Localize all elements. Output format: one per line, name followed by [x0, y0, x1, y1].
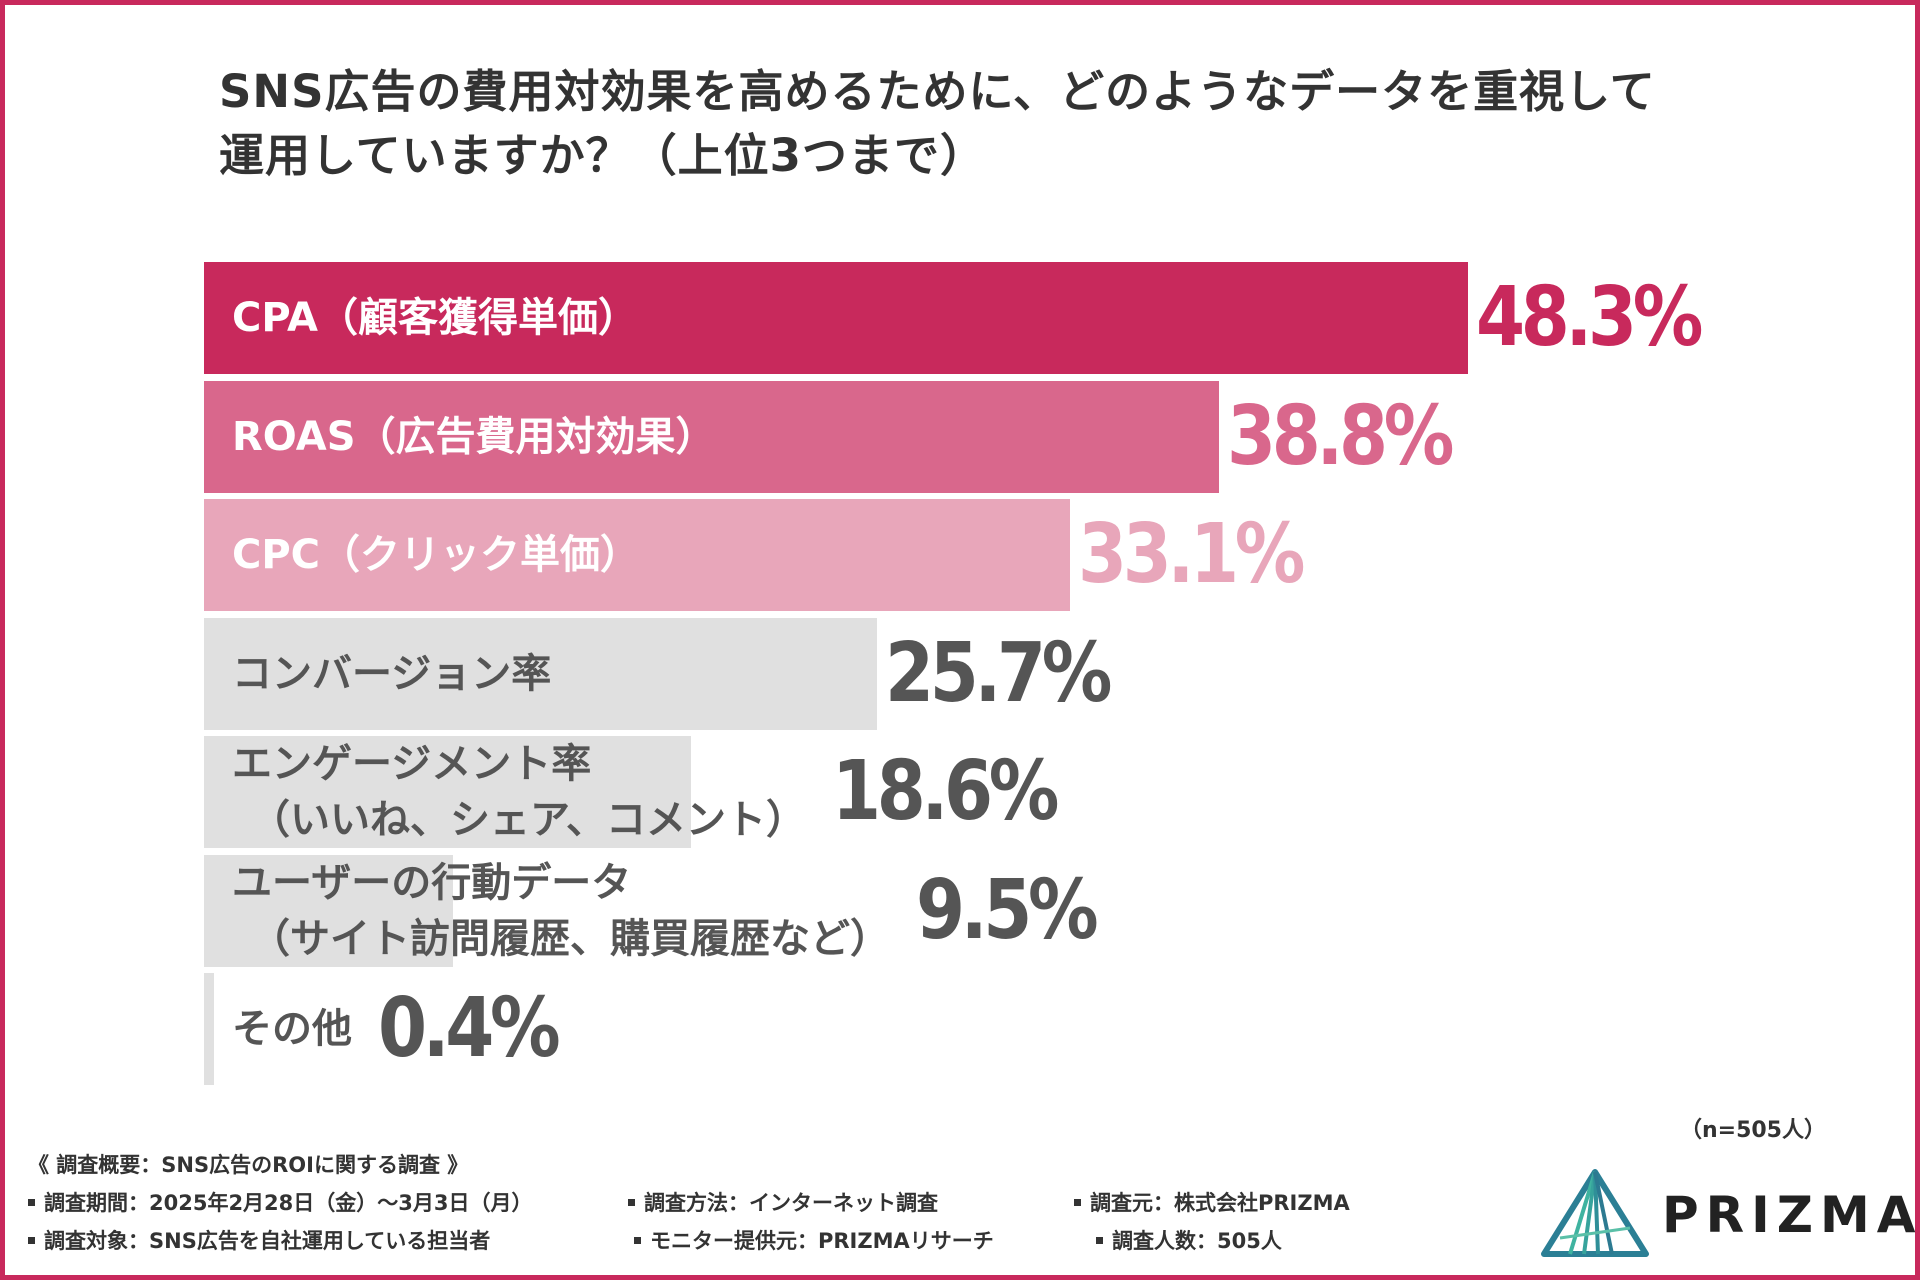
sample-size: （n=505人） — [1679, 1118, 1826, 1143]
bar-category-label: ROAS（広告費用対効果） — [232, 409, 716, 465]
bullet-icon — [28, 1198, 35, 1206]
bullet-icon — [628, 1198, 635, 1206]
bar — [204, 617, 877, 730]
bullet-icon — [1074, 1198, 1081, 1206]
survey-overview-heading: 《 調査概要：SNS広告のROIに関する調査 》 — [28, 1153, 469, 1177]
bar — [204, 736, 691, 848]
chart-title-line-2: 運用していますか？（上位3つまで） — [219, 129, 986, 182]
bar-category-label: CPA（顧客獲得単価） — [232, 290, 638, 346]
bar-value-label: 9.5% — [916, 862, 1099, 958]
logo-wordmark: PRIZMA — [1662, 1186, 1920, 1244]
bar-category-label-line: （いいね、シェア、コメント） — [250, 797, 806, 843]
bar-category-label-line: ROAS（広告費用対効果） — [232, 413, 716, 460]
bar — [204, 262, 1468, 374]
survey-method-text: 調査方法：インターネット調査 — [644, 1191, 938, 1215]
survey-method: 調査方法：インターネット調査 — [628, 1184, 938, 1222]
survey-target: 調査対象：SNS広告を自社運用している担当者 — [28, 1222, 490, 1260]
bar — [204, 854, 453, 967]
survey-source-text: 調査元：株式会社PRIZMA — [1090, 1191, 1350, 1215]
bar — [204, 973, 214, 1085]
bar-category-label-line: エンゲージメント率 — [232, 741, 592, 787]
bar-value-label: 25.7% — [885, 625, 1112, 721]
survey-period: 調査期間：2025年2月28日（金）〜3月3日（月） — [28, 1184, 533, 1222]
bar — [204, 499, 1070, 611]
bar-category-label-line: ユーザーの行動データ — [232, 859, 632, 906]
bar-category-label-line: （サイト訪問履歴、購買履歴など） — [250, 915, 890, 962]
bullet-icon — [28, 1236, 35, 1244]
survey-source: 調査元：株式会社PRIZMA — [1074, 1184, 1350, 1222]
bar-category-label: コンバージョン率 — [232, 646, 551, 702]
survey-monitor-provider: モニター提供元：PRIZMAリサーチ — [634, 1222, 994, 1260]
bar-category-label-line: CPC（クリック単価） — [232, 532, 641, 578]
bar-category-label: CPC（クリック単価） — [232, 527, 640, 583]
bar-category-label-line: その他 — [232, 1006, 352, 1052]
bullet-icon — [634, 1236, 641, 1244]
bar — [204, 380, 1219, 493]
bar-category-label: その他 — [232, 1001, 352, 1057]
bar-category-label-line: コンバージョン率 — [232, 650, 552, 697]
bar-value-label: 48.3% — [1476, 270, 1703, 365]
bar-category-label: ユーザーの行動データ （サイト訪問履歴、購買履歴など） — [232, 855, 890, 967]
survey-period-text: 調査期間：2025年2月28日（金）〜3月3日（月） — [44, 1191, 533, 1215]
bar-value-label: 38.8% — [1227, 388, 1454, 484]
survey-respondents-text: 調査人数：505人 — [1112, 1229, 1282, 1253]
survey-target-text: 調査対象：SNS広告を自社運用している担当者 — [44, 1229, 491, 1253]
bar-value-label: 18.6% — [832, 744, 1059, 839]
bar-category-label-line: CPA（顧客獲得単価） — [232, 295, 638, 341]
prizma-logo: PRIZMA — [1540, 1168, 1915, 1258]
survey-respondents: 調査人数：505人 — [1096, 1222, 1282, 1260]
prism-triangle-icon — [1541, 1169, 1649, 1257]
chart-title: SNS広告の費用対効果を高めるために、どのようなデータを重視して 運用しています… — [219, 60, 1779, 188]
bar-category-label: エンゲージメント率 （いいね、シェア、コメント） — [232, 736, 806, 848]
bar-value-label: 0.4% — [378, 981, 561, 1076]
bar-value-label: 33.1% — [1078, 507, 1305, 602]
bullet-icon — [1096, 1236, 1103, 1244]
survey-monitor-provider-text: モニター提供元：PRIZMAリサーチ — [650, 1229, 994, 1253]
chart-title-line-1: SNS広告の費用対効果を高めるために、どのようなデータを重視して — [219, 65, 1656, 118]
